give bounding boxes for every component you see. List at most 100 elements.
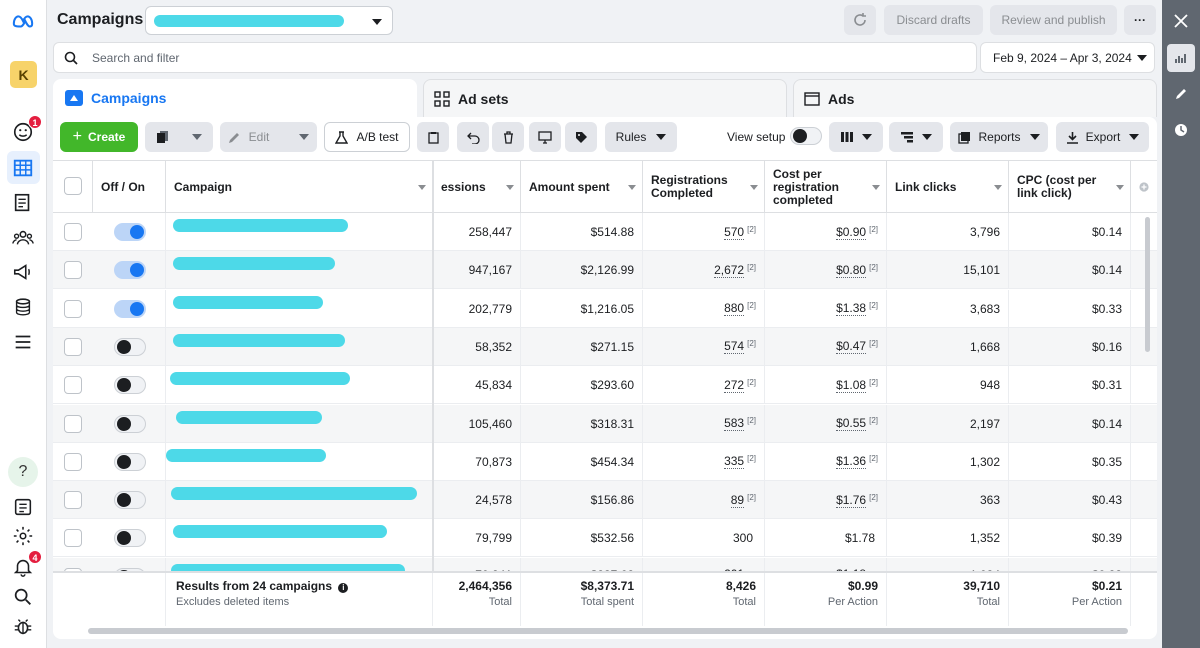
preview-button[interactable]	[529, 122, 561, 152]
row-checkbox[interactable]	[64, 529, 82, 548]
account-avatar[interactable]: K	[10, 61, 37, 88]
columns-dropdown[interactable]	[829, 122, 883, 152]
edit-pencil-icon[interactable]	[1167, 80, 1195, 108]
delete-draft-button[interactable]	[417, 122, 449, 152]
table-row[interactable]: 45,834 $293.60 272 [2] $1.08 [2] 948 $0.31	[53, 366, 1157, 405]
trash-button[interactable]	[492, 122, 524, 152]
table-row[interactable]: 58,352 $271.15 574 [2] $0.47 [2] 1,668 $0.16	[53, 327, 1157, 366]
tab-campaigns[interactable]: Campaigns	[53, 79, 417, 117]
history-clock-icon[interactable]	[1167, 116, 1195, 144]
redacted-campaign-name[interactable]	[173, 257, 335, 271]
cell-cost-per-registration[interactable]: $0.80 [2]	[765, 251, 887, 290]
cell-registrations[interactable]: 300	[643, 519, 765, 558]
cell-registrations[interactable]: 574 [2]	[643, 327, 765, 366]
billing-icon[interactable]	[10, 294, 36, 320]
search-input[interactable]: Search and filter	[92, 51, 180, 65]
add-column-button[interactable]	[1131, 161, 1157, 213]
duplicate-dropdown[interactable]	[145, 122, 213, 152]
alerts-bell-icon[interactable]: 4	[10, 550, 42, 580]
row-checkbox[interactable]	[64, 299, 82, 318]
bug-report-icon[interactable]	[10, 614, 36, 640]
campaign-status-toggle[interactable]	[114, 299, 146, 318]
header-campaign[interactable]: Campaign	[166, 161, 433, 213]
create-button[interactable]: + Create	[60, 122, 138, 152]
review-publish-button[interactable]: Review and publish	[990, 5, 1117, 35]
table-row[interactable]: 258,447 $514.88 570 [2] $0.90 [2] 3,796 $0.14	[53, 213, 1157, 251]
row-checkbox[interactable]	[64, 223, 82, 241]
header-impressions[interactable]: essions	[433, 161, 521, 213]
campaign-status-toggle[interactable]	[114, 414, 146, 433]
table-row[interactable]: 202,779 $1,216.05 880 [2] $1.38 [2] 3,683 $0.33	[53, 289, 1157, 328]
cell-registrations[interactable]: 583 [2]	[643, 404, 765, 443]
redacted-campaign-name[interactable]	[170, 372, 350, 386]
header-link-clicks[interactable]: Link clicks	[887, 161, 1009, 213]
megaphone-icon[interactable]	[10, 259, 36, 285]
redacted-campaign-name[interactable]	[173, 525, 387, 539]
audiences-icon[interactable]	[10, 225, 36, 251]
cell-cost-per-registration[interactable]: $1.36 [2]	[765, 442, 887, 481]
row-checkbox[interactable]	[64, 376, 82, 395]
header-cost-per-registration[interactable]: Cost per registration completed	[765, 161, 887, 213]
chart-panel-icon[interactable]	[1167, 44, 1195, 72]
tag-button[interactable]	[565, 122, 597, 152]
cell-registrations[interactable]: 880 [2]	[643, 289, 765, 328]
row-checkbox[interactable]	[64, 452, 82, 471]
header-amount-spent[interactable]: Amount spent	[521, 161, 643, 213]
header-cpc[interactable]: CPC (cost per link click)	[1009, 161, 1131, 213]
cell-cost-per-registration[interactable]: $0.55 [2]	[765, 404, 887, 443]
reports-dropdown[interactable]: Reports	[950, 122, 1048, 152]
tab-ad-sets[interactable]: Ad sets	[423, 79, 787, 117]
campaign-status-toggle[interactable]	[114, 261, 146, 280]
table-row[interactable]: 79,799 $532.56 300 $1.78 1,352 $0.39	[53, 519, 1157, 558]
cell-registrations[interactable]: 89 [2]	[643, 481, 765, 520]
campaign-status-toggle[interactable]	[114, 529, 146, 548]
search-icon[interactable]	[10, 584, 36, 610]
all-tools-menu-icon[interactable]	[10, 329, 36, 355]
search-filter-bar[interactable]: Search and filter	[53, 42, 977, 73]
cell-cost-per-registration[interactable]: $0.90 [2]	[765, 213, 887, 251]
breakdown-dropdown[interactable]	[889, 122, 943, 152]
discard-drafts-button[interactable]: Discard drafts	[884, 5, 983, 35]
cell-cost-per-registration[interactable]: $1.08 [2]	[765, 366, 887, 405]
cell-registrations[interactable]: 570 [2]	[643, 213, 765, 251]
settings-gear-icon[interactable]	[10, 523, 36, 549]
undo-button[interactable]	[457, 122, 489, 152]
more-options-button[interactable]: ···	[1124, 5, 1156, 35]
notifications-icon[interactable]: 1	[10, 115, 42, 145]
row-checkbox[interactable]	[64, 414, 82, 433]
horizontal-scrollbar[interactable]	[88, 628, 1128, 634]
campaign-status-toggle[interactable]	[114, 376, 146, 395]
cell-registrations[interactable]: 2,672 [2]	[643, 251, 765, 290]
cell-cost-per-registration[interactable]: $1.38 [2]	[765, 289, 887, 328]
ad-account-selector[interactable]	[145, 6, 393, 35]
cell-registrations[interactable]: 272 [2]	[643, 366, 765, 405]
date-range-picker[interactable]: Feb 9, 2024 – Apr 3, 2024	[980, 42, 1155, 73]
redacted-campaign-name[interactable]	[176, 410, 322, 424]
cell-cost-per-registration[interactable]: $0.47 [2]	[765, 327, 887, 366]
campaign-status-toggle[interactable]	[114, 337, 146, 356]
tab-ads[interactable]: Ads	[793, 79, 1157, 117]
campaign-status-toggle[interactable]	[114, 491, 146, 510]
row-checkbox[interactable]	[64, 491, 82, 510]
table-row[interactable]: 105,460 $318.31 583 [2] $0.55 [2] 2,197 $0.14	[53, 404, 1157, 443]
rules-dropdown[interactable]: Rules	[605, 122, 677, 152]
close-icon[interactable]	[1167, 7, 1195, 35]
feedback-icon[interactable]	[10, 494, 36, 520]
redacted-campaign-name[interactable]	[166, 448, 326, 462]
info-icon[interactable]: i	[338, 583, 349, 593]
vertical-scrollbar[interactable]	[1145, 217, 1150, 352]
row-checkbox[interactable]	[64, 337, 82, 356]
header-registrations[interactable]: Registrations Completed	[643, 161, 765, 213]
redacted-campaign-name[interactable]	[171, 487, 417, 501]
help-icon[interactable]: ?	[8, 457, 38, 487]
refresh-button[interactable]	[844, 5, 876, 35]
meta-logo-icon[interactable]	[10, 8, 36, 34]
redacted-campaign-name[interactable]	[173, 333, 345, 347]
campaigns-table-icon[interactable]	[10, 155, 36, 181]
row-checkbox[interactable]	[64, 261, 82, 280]
cell-cost-per-registration[interactable]: $1.76 [2]	[765, 481, 887, 520]
campaign-status-toggle[interactable]	[114, 452, 146, 471]
view-setup-toggle[interactable]	[790, 127, 822, 145]
export-dropdown[interactable]: Export	[1056, 122, 1149, 152]
edit-dropdown[interactable]: Edit	[220, 122, 317, 152]
